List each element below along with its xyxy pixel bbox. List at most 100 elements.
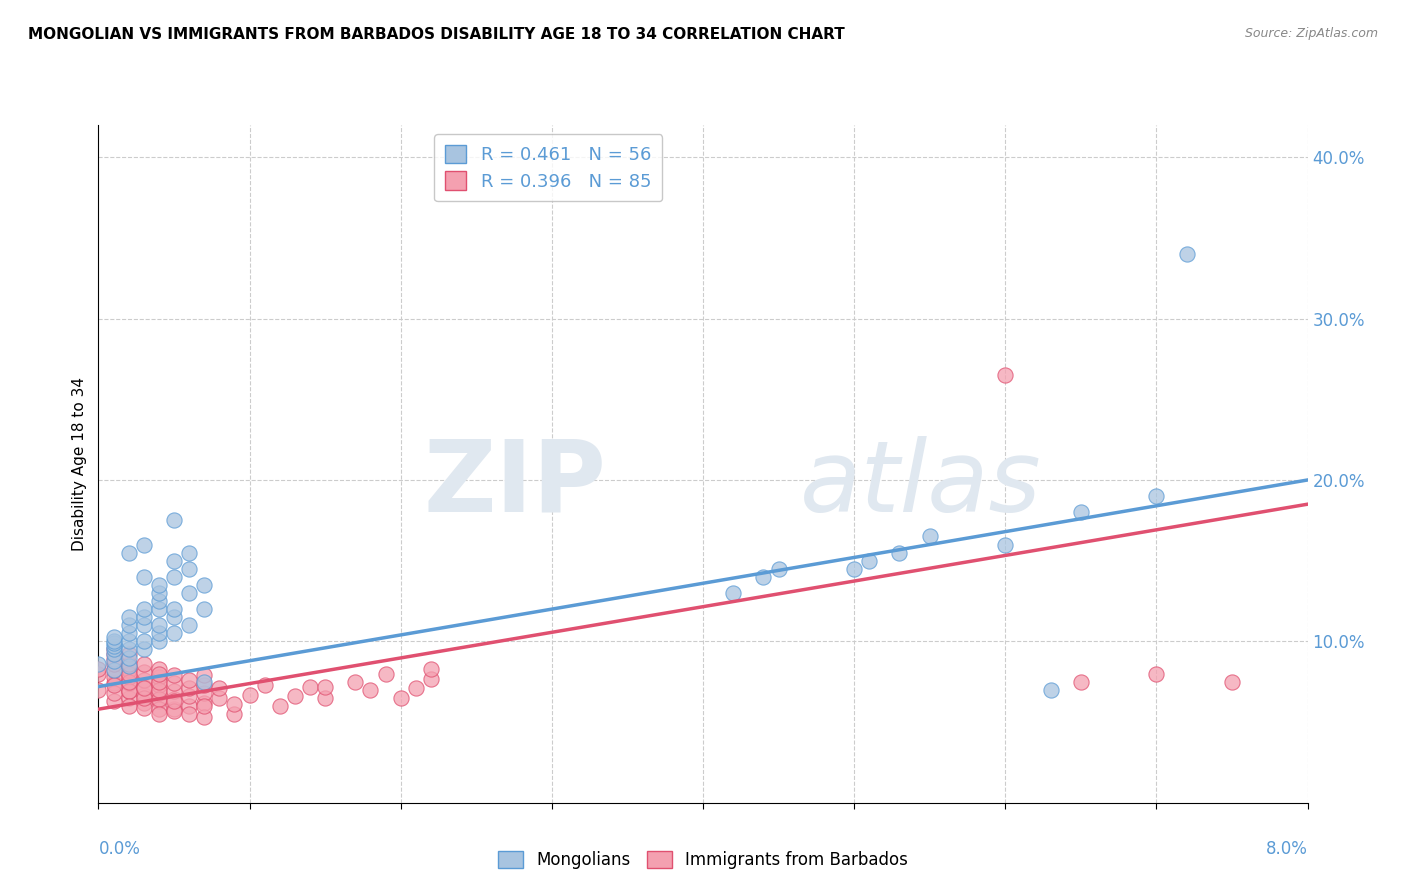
Point [1220, 674, 1243, 689]
Point [103, 657, 125, 671]
Point [389, 690, 412, 705]
Point [148, 626, 170, 640]
Point [148, 594, 170, 608]
Point [179, 690, 201, 704]
Point [179, 586, 201, 600]
Point [163, 676, 186, 690]
Point [118, 666, 141, 681]
Point [103, 676, 125, 690]
Point [299, 680, 322, 694]
Point [239, 688, 262, 702]
Point [148, 694, 170, 708]
Point [132, 618, 155, 632]
Point [148, 692, 170, 706]
Point [132, 602, 155, 616]
Point [193, 578, 215, 592]
Point [179, 546, 201, 560]
Point [163, 513, 186, 527]
Point [360, 682, 382, 697]
Point [163, 626, 186, 640]
Point [179, 698, 201, 713]
Point [179, 681, 201, 696]
Point [193, 686, 215, 700]
Point [1175, 247, 1198, 261]
Point [132, 680, 155, 694]
Point [103, 654, 125, 668]
Point [118, 657, 141, 671]
Point [208, 681, 231, 696]
Point [994, 368, 1017, 382]
Point [132, 673, 155, 687]
Point [87, 657, 110, 671]
Point [132, 570, 155, 584]
Point [103, 648, 125, 662]
Point [163, 668, 186, 682]
Point [193, 698, 215, 713]
Point [148, 702, 170, 716]
Point [163, 602, 186, 616]
Point [994, 537, 1017, 551]
Text: atlas: atlas [800, 435, 1042, 533]
Point [1146, 489, 1168, 503]
Legend: Mongolians, Immigrants from Barbados: Mongolians, Immigrants from Barbados [491, 845, 915, 876]
Point [163, 704, 186, 718]
Point [148, 686, 170, 700]
Point [132, 610, 155, 624]
Point [314, 690, 336, 705]
Point [1146, 666, 1168, 681]
Point [148, 578, 170, 592]
Point [224, 698, 246, 712]
Point [132, 665, 155, 679]
Point [420, 672, 443, 686]
Point [858, 554, 880, 568]
Point [132, 634, 155, 648]
Point [148, 674, 170, 689]
Point [103, 642, 125, 657]
Point [148, 706, 170, 721]
Point [405, 681, 427, 696]
Point [103, 664, 125, 678]
Point [118, 690, 141, 705]
Point [148, 618, 170, 632]
Point [1070, 674, 1092, 689]
Point [752, 570, 775, 584]
Point [132, 642, 155, 657]
Point [163, 684, 186, 698]
Point [118, 634, 141, 648]
Point [118, 618, 141, 632]
Point [1039, 682, 1062, 697]
Point [132, 537, 155, 551]
Point [103, 648, 125, 662]
Point [163, 554, 186, 568]
Point [103, 642, 125, 657]
Point [103, 686, 125, 700]
Point [103, 634, 125, 648]
Point [193, 602, 215, 616]
Point [118, 664, 141, 678]
Point [118, 546, 141, 560]
Point [87, 682, 110, 697]
Point [118, 684, 141, 698]
Point [193, 696, 215, 710]
Point [103, 639, 125, 653]
Point [132, 681, 155, 696]
Point [103, 636, 125, 650]
Point [118, 658, 141, 673]
Point [193, 678, 215, 692]
Point [163, 610, 186, 624]
Point [148, 678, 170, 692]
Point [193, 710, 215, 724]
Point [253, 678, 276, 692]
Point [284, 690, 307, 704]
Point [768, 562, 790, 576]
Point [193, 674, 215, 689]
Point [118, 676, 141, 690]
Point [148, 662, 170, 676]
Point [844, 562, 866, 576]
Point [87, 662, 110, 676]
Y-axis label: Disability Age 18 to 34: Disability Age 18 to 34 [72, 376, 87, 551]
Point [118, 642, 141, 657]
Point [163, 692, 186, 706]
Point [103, 630, 125, 644]
Point [179, 673, 201, 687]
